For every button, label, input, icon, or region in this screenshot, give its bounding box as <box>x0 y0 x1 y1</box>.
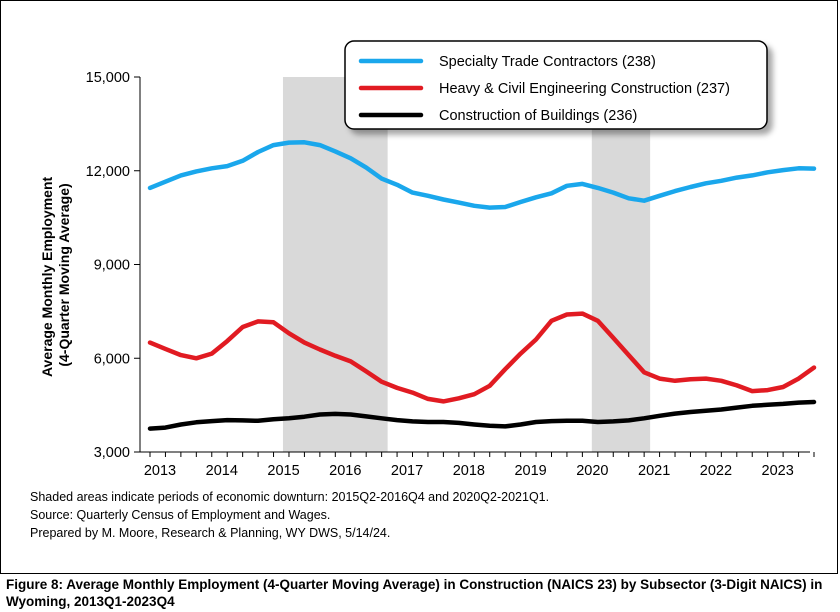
shading-note: Shaded areas indicate periods of economi… <box>30 490 550 504</box>
legend: Specialty Trade Contractors (238) Heavy &… <box>344 40 768 130</box>
x-tick-label: 2022 <box>700 463 732 479</box>
x-tick-label: 2020 <box>576 463 608 479</box>
tick-labels: 3,000 6,000 9,000 12,000 15,000 2013 2014 2015 2… <box>86 70 794 479</box>
figure-frame <box>0 0 838 574</box>
x-tick-label: 2018 <box>453 463 485 479</box>
series-lines <box>147 140 817 431</box>
axes <box>134 76 815 457</box>
legend-label-1: Specialty Trade Contractors (238) <box>439 54 656 70</box>
credit-note: Prepared by M. Moore, Research & Plannin… <box>30 526 391 540</box>
x-tick-label: 2019 <box>514 463 546 479</box>
y-axis-label-line-1: Average Monthly Employment <box>39 177 55 378</box>
chart-notes: Shaded areas indicate periods of economi… <box>30 488 549 542</box>
y-tick-label: 12,000 <box>86 164 130 180</box>
y-tick-label: 15,000 <box>86 70 130 86</box>
source-note: Source: Quarterly Census of Employment a… <box>30 508 331 522</box>
x-tick-label: 2014 <box>206 463 238 479</box>
legend-label-3: Construction of Buildings (236) <box>439 108 637 124</box>
x-tick-label: 2017 <box>391 463 423 479</box>
legend-label-2: Heavy & Civil Engineering Construction (… <box>439 81 730 97</box>
y-axis-label-line-2: (4-Quarter Moving Average) <box>56 183 72 366</box>
series-line-2 <box>147 311 817 404</box>
x-tick-label: 2015 <box>267 463 299 479</box>
downturn-band-1 <box>282 77 388 452</box>
figure-caption: Figure 8: Average Monthly Employment (4-… <box>6 577 823 609</box>
line-chart: 3,000 6,000 9,000 12,000 15,000 2013 2014 2015 2… <box>39 40 817 479</box>
series-line-3 <box>147 399 817 431</box>
y-tick-label: 3,000 <box>94 445 130 461</box>
y-tick-label: 6,000 <box>94 351 130 367</box>
downturn-shading <box>282 77 651 452</box>
x-tick-label: 2013 <box>144 463 176 479</box>
x-tick-label: 2023 <box>762 463 794 479</box>
series-line-1 <box>147 140 817 210</box>
downturn-band-2 <box>591 77 651 452</box>
y-tick-label: 9,000 <box>94 258 130 274</box>
x-tick-label: 2021 <box>638 463 670 479</box>
y-axis-label: Average Monthly Employment (4-Quarter Mo… <box>39 173 72 377</box>
legend-box <box>344 40 768 130</box>
x-tick-label: 2016 <box>329 463 361 479</box>
